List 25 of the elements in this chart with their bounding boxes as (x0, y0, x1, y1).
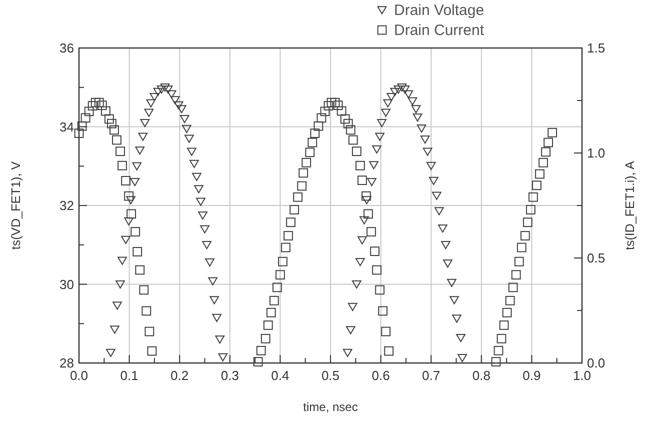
y-tick-label: 32 (60, 198, 74, 213)
y2-tick-label: 0.0 (587, 356, 606, 370)
y-axis-title: ts(VD_FET1), V (9, 160, 23, 250)
x-tick-label: 0.8 (472, 368, 490, 383)
x-tick-label: 0.0 (70, 368, 88, 383)
y2-tick-label: 1.5 (587, 40, 606, 56)
y2-axis-title: ts(ID_FET1.i), A (623, 160, 637, 250)
y2-tick-label: 1.0 (587, 146, 606, 160)
x-tick-label: 0.2 (170, 368, 189, 383)
y-tick-label: 36 (60, 40, 74, 56)
y2-tick-label: 0.5 (587, 250, 606, 266)
x-tick-label: 0.4 (271, 368, 290, 383)
legend-label: Drain Voltage (394, 2, 484, 19)
y-tick-label: 30 (60, 276, 74, 292)
y-tick-label: 28 (60, 356, 74, 370)
x-tick-label: 0.3 (220, 368, 239, 383)
x-tick-label: 0.7 (422, 368, 440, 383)
x-tick-label: 0.5 (321, 368, 340, 383)
y-tick-label: 34 (60, 119, 74, 134)
x-axis-title: time, nsec (303, 400, 358, 414)
x-tick-label: 0.1 (120, 368, 138, 383)
legend-label: Drain Current (394, 22, 485, 39)
x-tick-label: 1.0 (572, 368, 592, 383)
x-tick-label: 0.9 (522, 368, 541, 383)
x-tick-label: 0.6 (372, 368, 390, 383)
